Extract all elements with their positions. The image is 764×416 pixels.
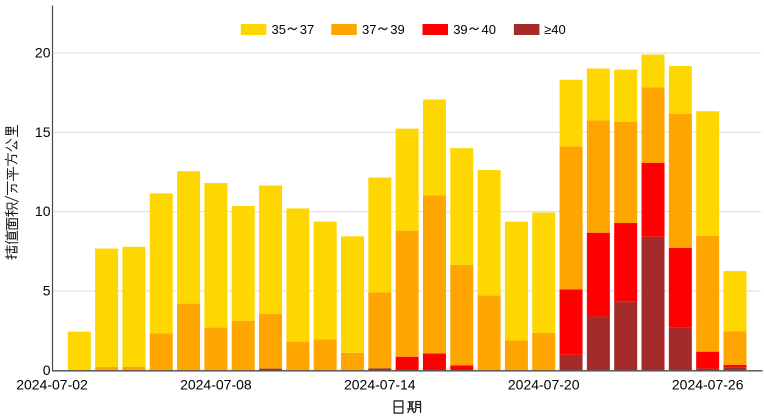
svg-text:10: 10 bbox=[35, 203, 51, 219]
svg-text:2024-07-26: 2024-07-26 bbox=[672, 376, 744, 392]
svg-text:20: 20 bbox=[35, 45, 51, 61]
svg-text:2024-07-02: 2024-07-02 bbox=[16, 376, 88, 392]
svg-text:40: 40 bbox=[482, 22, 496, 37]
svg-text:39: 39 bbox=[390, 22, 404, 37]
svg-text:37: 37 bbox=[300, 22, 314, 37]
svg-text:2024-07-08: 2024-07-08 bbox=[180, 376, 252, 392]
svg-text:39: 39 bbox=[453, 22, 467, 37]
svg-text:0: 0 bbox=[43, 362, 51, 378]
svg-text:35: 35 bbox=[272, 22, 286, 37]
svg-text:15: 15 bbox=[35, 124, 51, 140]
svg-text:37: 37 bbox=[362, 22, 376, 37]
svg-text:5: 5 bbox=[43, 283, 51, 299]
svg-text:2024-07-14: 2024-07-14 bbox=[344, 376, 416, 392]
svg-text:≥40: ≥40 bbox=[544, 22, 566, 37]
svg-text:2024-07-20: 2024-07-20 bbox=[508, 376, 580, 392]
